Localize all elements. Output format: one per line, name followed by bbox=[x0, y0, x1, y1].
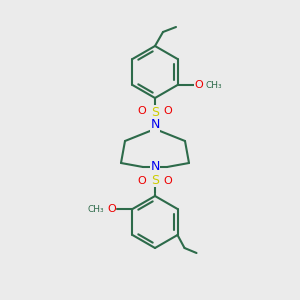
Text: N: N bbox=[150, 118, 160, 131]
Text: O: O bbox=[107, 204, 116, 214]
Text: O: O bbox=[138, 176, 146, 186]
Text: S: S bbox=[151, 173, 159, 187]
Text: CH₃: CH₃ bbox=[88, 205, 104, 214]
Text: O: O bbox=[138, 106, 146, 116]
Text: O: O bbox=[164, 106, 172, 116]
Text: O: O bbox=[164, 176, 172, 186]
Text: O: O bbox=[194, 80, 203, 90]
Text: S: S bbox=[151, 106, 159, 118]
Text: N: N bbox=[150, 160, 160, 173]
Text: CH₃: CH₃ bbox=[206, 80, 222, 89]
